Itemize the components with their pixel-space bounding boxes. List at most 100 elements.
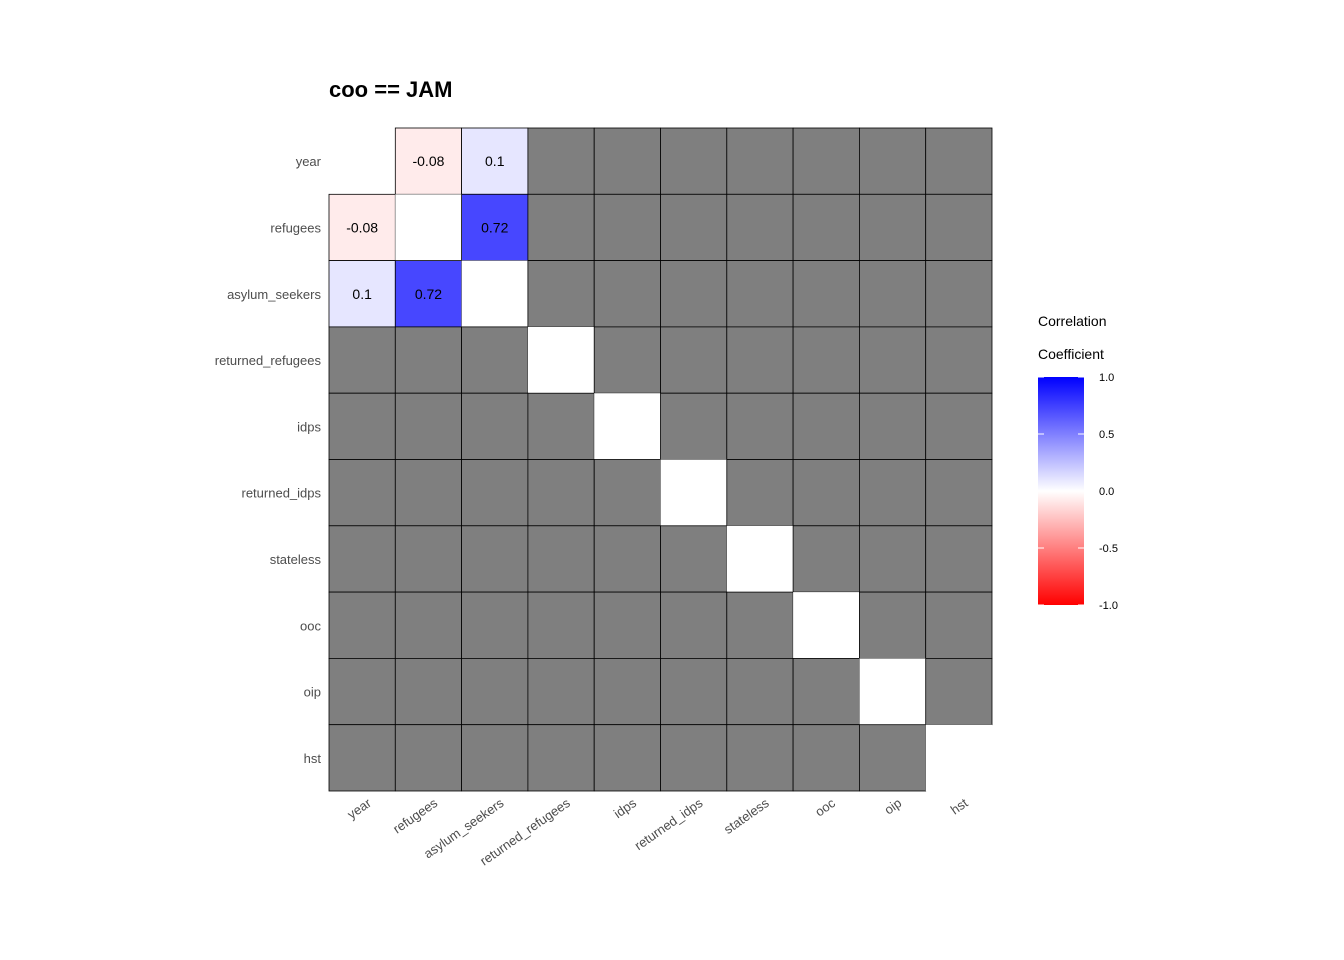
heatmap-cell-asylum_seekers-stateless [726, 260, 794, 328]
heatmap-cell-year-idps [593, 127, 661, 195]
heatmap-cell-returned_idps-returned_refugees [527, 459, 595, 527]
heatmap-cell-returned_idps-stateless [726, 459, 794, 527]
heatmap-cell-returned_refugees-refugees [394, 326, 462, 394]
heatmap-cell-hst-returned_refugees [527, 724, 595, 792]
heatmap-cell-year-stateless [726, 127, 794, 195]
heatmap-cell-returned_refugees-idps [593, 326, 661, 394]
legend-tick-label: 0.5 [1099, 429, 1114, 441]
y-axis-labels: year refugees asylum_seekers returned_refug… [215, 154, 322, 766]
heatmap-cell-hst-returned_idps [660, 724, 728, 792]
y-tick-label: returned_idps [242, 486, 322, 501]
heatmap-cell-returned_refugees-hst [925, 326, 993, 394]
heatmap-cell-ooc-idps [593, 591, 661, 659]
legend-tick-label: -0.5 [1099, 543, 1118, 555]
heatmap-cell-ooc-hst [925, 591, 993, 659]
heatmap-cell-asylum_seekers-idps [593, 260, 661, 328]
heatmap-cell-hst-stateless [726, 724, 794, 792]
heatmap-cell-returned_idps-hst [925, 459, 993, 527]
x-tick-label: idps [611, 795, 640, 821]
heatmap-cell-returned_refugees-oip [859, 326, 927, 394]
heatmap-cell-year-asylum_seekers [461, 127, 529, 195]
legend-colorbar [1038, 377, 1084, 605]
x-tick-label: refugees [390, 795, 440, 837]
heatmap-cell-asylum_seekers-hst [925, 260, 993, 328]
heatmap-cell-ooc-oip [859, 591, 927, 659]
heatmap-cell-oip-ooc [792, 658, 860, 726]
x-tick-label: returned_idps [632, 795, 706, 853]
heatmap-cell-oip-returned_idps [660, 658, 728, 726]
heatmap-cell-asylum_seekers-asylum_seekers [461, 260, 528, 327]
cell-value-label: 0.1 [352, 286, 372, 302]
heatmap-cell-oip-refugees [394, 658, 462, 726]
heatmap-cell-stateless-hst [925, 525, 993, 593]
heatmap-cell-returned_idps-refugees [394, 459, 462, 527]
heatmap-cell-refugees-stateless [726, 193, 794, 262]
heatmap-cell-idps-returned_refugees [527, 392, 595, 460]
heatmap-cells: -0.08 0.1 -0.08 0.72 0.1 0.72 [328, 127, 993, 792]
y-tick-label: oip [304, 685, 321, 700]
x-tick-label: year [345, 795, 375, 822]
heatmap-cell-returned_refugees-stateless [726, 326, 794, 394]
heatmap-cell-hst-asylum_seekers [461, 724, 529, 792]
cell-value-label: -0.08 [346, 219, 378, 235]
cell-value-label: 0.72 [415, 286, 442, 302]
y-tick-label: stateless [270, 552, 322, 567]
heatmap-cell-hst-oip [859, 724, 927, 792]
heatmap-cell-year-ooc [792, 127, 860, 195]
heatmap-cell-idps-asylum_seekers [461, 392, 529, 460]
heatmap-cell-refugees-ooc [792, 193, 860, 262]
heatmap-cell-refugees-asylum_seekers [461, 193, 529, 262]
y-tick-label: hst [304, 751, 322, 766]
heatmap-cell-returned_refugees-asylum_seekers [461, 326, 529, 394]
heatmap-cell-idps-refugees [394, 392, 462, 460]
heatmap-cell-returned_idps-oip [859, 459, 927, 527]
heatmap-cell-asylum_seekers-refugees [394, 260, 462, 328]
heatmap-cell-stateless-refugees [394, 525, 462, 593]
heatmap-cell-idps-idps [594, 393, 661, 460]
heatmap-cell-ooc-returned_refugees [527, 591, 595, 659]
heatmap-cell-ooc-year [328, 591, 396, 659]
heatmap-cell-stateless-oip [859, 525, 927, 593]
y-tick-label: ooc [300, 618, 321, 633]
heatmap-cell-ooc-returned_idps [660, 591, 728, 659]
legend-title-line1: Correlation [1038, 313, 1106, 329]
heatmap-cell-ooc-stateless [726, 591, 794, 659]
heatmap-cell-hst-year [328, 724, 396, 792]
cell-value-label: -0.08 [412, 153, 444, 169]
heatmap-cell-idps-hst [925, 392, 993, 460]
heatmap-cell-ooc-asylum_seekers [461, 591, 529, 659]
heatmap-cell-year-hst [925, 127, 993, 195]
heatmap-cell-year-oip [859, 127, 927, 195]
heatmap-cell-asylum_seekers-year [328, 260, 396, 328]
heatmap-cell-stateless-returned_idps [660, 525, 728, 593]
heatmap-cell-returned_idps-idps [593, 459, 661, 527]
cell-value-label: 0.72 [481, 219, 508, 235]
heatmap-cell-asylum_seekers-returned_idps [660, 260, 728, 328]
heatmap-cell-year-refugees [394, 127, 462, 195]
y-tick-label: returned_refugees [215, 353, 322, 368]
heatmap-cell-idps-oip [859, 392, 927, 460]
heatmap-cell-oip-returned_refugees [527, 658, 595, 726]
y-tick-label: refugees [270, 220, 321, 235]
heatmap-cell-oip-year [328, 658, 396, 726]
legend-tick-label: -1.0 [1099, 600, 1118, 612]
heatmap-cell-refugees-hst [925, 193, 993, 262]
heatmap-cell-stateless-stateless [726, 525, 794, 593]
heatmap-cell-asylum_seekers-returned_refugees [527, 260, 595, 328]
heatmap-cell-year-returned_idps [660, 127, 728, 195]
heatmap-cell-oip-idps [593, 658, 661, 726]
heatmap-cell-oip-hst [925, 658, 993, 726]
heatmap-cell-returned_refugees-ooc [792, 326, 860, 394]
y-tick-label: idps [297, 419, 321, 434]
legend-title-line2: Coefficient [1038, 346, 1104, 362]
heatmap-cell-hst-refugees [394, 724, 462, 792]
heatmap-cell-stateless-year [328, 525, 396, 593]
heatmap-cell-refugees-year [328, 193, 396, 262]
heatmap-cell-returned_refugees-returned_refugees [527, 326, 595, 394]
cell-value-label: 0.1 [485, 153, 505, 169]
heatmap-cell-ooc-refugees [394, 591, 462, 659]
heatmap-cell-oip-asylum_seekers [461, 658, 529, 726]
y-tick-label: asylum_seekers [227, 287, 321, 302]
heatmap-cell-oip-oip [859, 658, 926, 725]
heatmap-cell-refugees-returned_idps [660, 193, 728, 262]
